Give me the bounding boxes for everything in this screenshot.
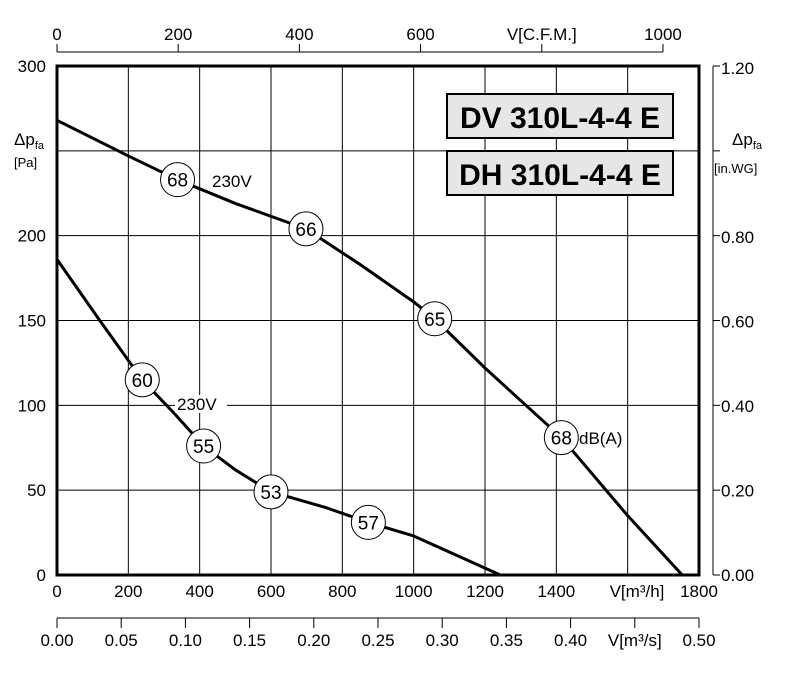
model-label-dv: DV 310L-4-4 E [446,93,674,139]
y-left-tick-label: 100 [18,396,46,415]
voltage-label: 230V [212,172,252,191]
sound-level-marker [160,162,196,198]
x-secondary-tick-label: 0.20 [297,631,330,650]
plot-frame [55,64,701,577]
axes [55,44,720,628]
x-secondary-tick-label: 0.05 [105,631,138,650]
y-right-label: Δp [732,130,753,149]
y-left-tick-label: 300 [18,57,46,76]
sound-level-marker [253,474,289,510]
x-tick-label: 0 [52,582,61,601]
x-top-axis-label: V[C.F.M.] [507,25,577,44]
y-right-tick-label: 0.40 [721,397,754,416]
x-tick-label: 1400 [537,582,575,601]
y-right-sub: fa [753,140,763,152]
x-top-tick-label: 1000 [644,25,682,44]
x-secondary-tick-label: 0.10 [169,631,202,650]
curves [55,118,684,577]
x-tick-label: 1200 [466,582,504,601]
y-left-sub: fa [35,140,45,152]
sound-level-value: 57 [358,513,379,534]
x-tick-label: 400 [185,582,213,601]
labels: 0 200 400 600 800 1000 1200 1400 1800V[m³/h]0.00… [18,25,754,650]
y-left-tick-label: 200 [18,227,46,246]
y-left-unit: [Pa] [14,155,37,170]
sound-level-value: 68 [167,171,188,192]
y-left-tick-label: 50 [27,481,46,500]
x-secondary-tick-label: 0.30 [426,631,459,650]
x-top-tick-label: 400 [285,25,313,44]
model-label-dh: DH 310L-4-4 E [446,150,674,196]
x-axis-label: V[m³/h] [610,582,665,601]
grid [57,66,699,575]
sound-level-value: 60 [132,371,153,392]
y-left-tick-label: 0 [37,566,46,585]
sound-level-value: 55 [193,437,214,458]
sound-level-value: 68 [551,429,572,450]
x-secondary-tick-label: 0.40 [554,631,587,650]
x-top-tick-label: 200 [164,25,192,44]
y-right-tick-label: 0.00 [721,566,754,585]
x-secondary-tick-label: 0.50 [682,631,715,650]
sound-level-marker [186,428,222,464]
x-secondary-axis-label: V[m³/s] [608,631,662,650]
svg-text:Δpfa: Δpfa [14,130,45,152]
x-tick-label: 600 [257,582,285,601]
y-right-unit: [in.WG] [714,161,757,176]
sound-level-marker [350,504,386,540]
x-tick-label: 1800 [680,582,718,601]
y-left-label: Δp [14,130,35,149]
y-right-tick-label: 0.60 [721,312,754,331]
x-secondary-tick-label: 0.25 [361,631,394,650]
sound-level-value: 65 [424,310,445,331]
sound-level-marker [417,301,453,337]
x-secondary-tick-label: 0.00 [40,631,73,650]
x-tick-label: 800 [328,582,356,601]
y-left-tick-label: 150 [18,312,46,331]
x-secondary-tick-label: 0.15 [233,631,266,650]
x-tick-label: 200 [114,582,142,601]
y-left-title: Δpfa [Pa] [14,130,45,170]
x-top-tick-label: 600 [406,25,434,44]
sound-level-value: 53 [260,483,281,504]
sound-level-marker [288,211,324,247]
y-right-tick-label: 0.80 [721,228,754,247]
y-right-title: Δpfa [in.WG] [714,130,763,176]
x-secondary-tick-label: 0.35 [490,631,523,650]
sound-level-value: 66 [295,220,316,241]
x-top-tick-label: 0 [52,25,61,44]
voltage-label-bg [175,395,227,413]
y-right-tick-label: 0.20 [721,481,754,500]
y-right-tick-label: 1.20 [721,59,754,78]
model-dv-text: DV 310L-4-4 E [460,102,660,135]
svg-text:Δpfa: Δpfa [732,130,763,152]
x-tick-label: 1000 [395,582,433,601]
voltage-label: 230V [177,395,217,414]
sound-level-marker [543,420,579,456]
dba-unit-label: dB(A) [579,429,622,448]
sound-level-marker [124,362,160,398]
model-dh-text: DH 310L-4-4 E [459,159,661,192]
